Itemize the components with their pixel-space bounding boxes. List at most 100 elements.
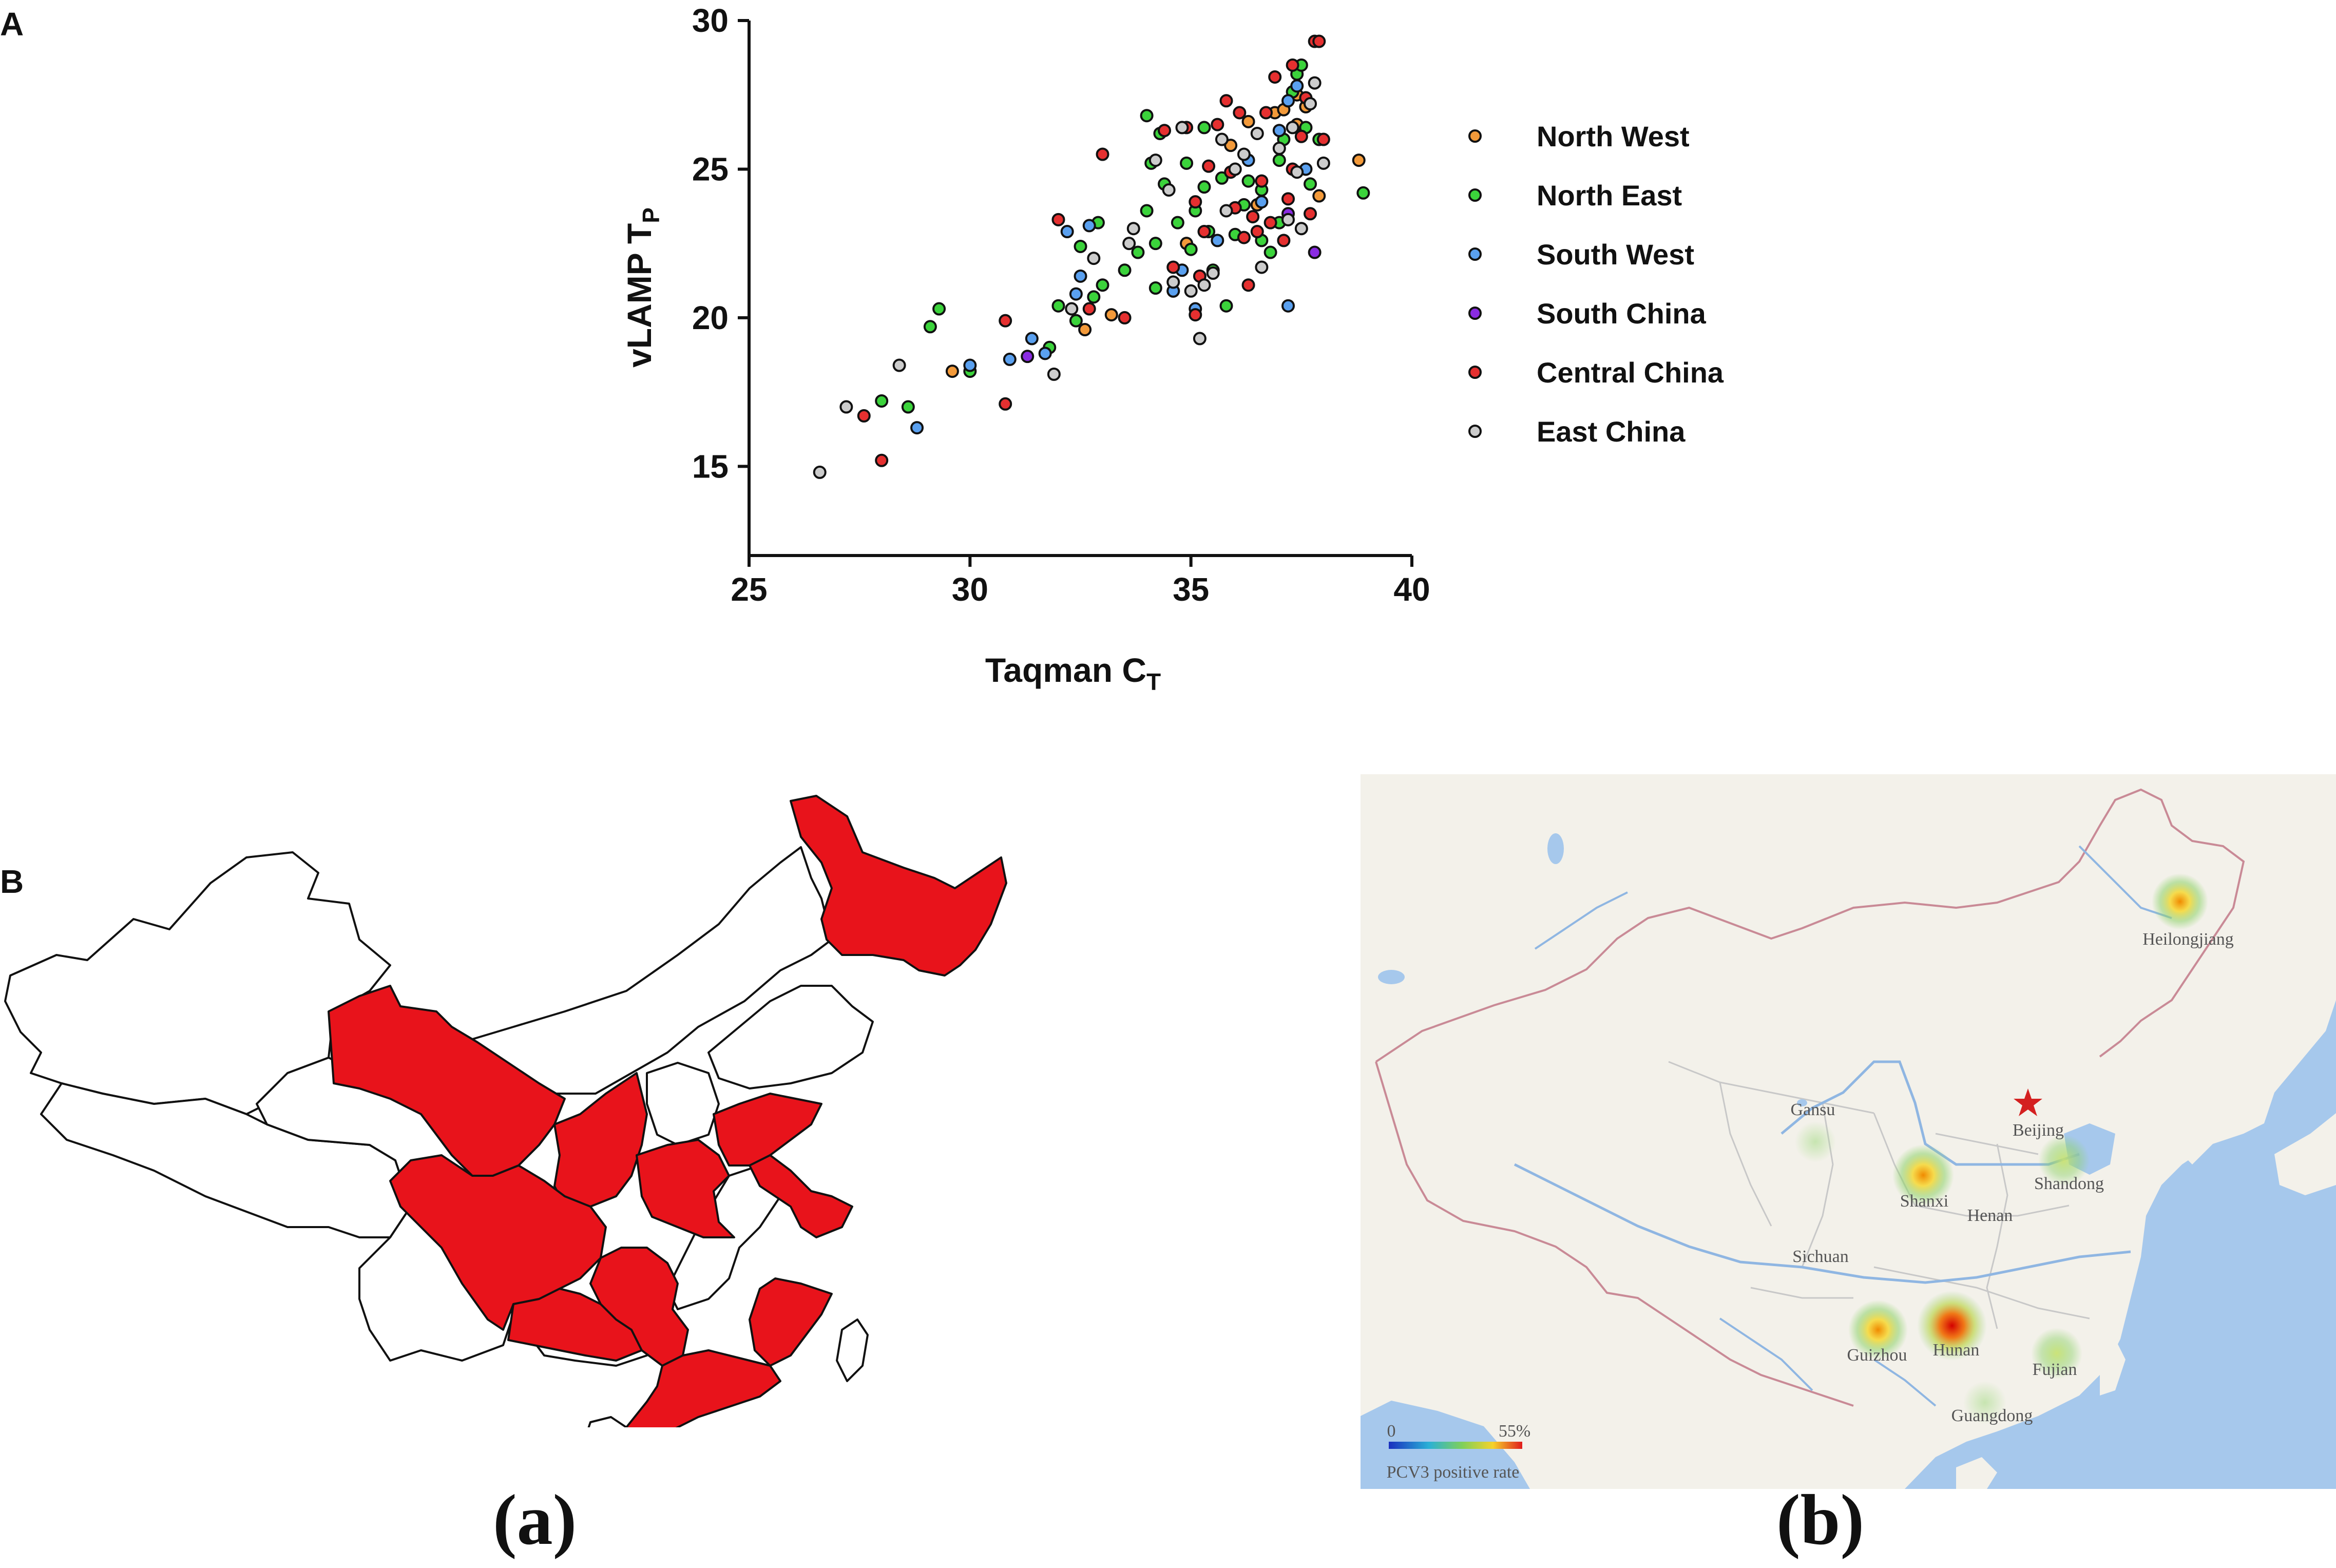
y-tick-label: 25 <box>692 150 729 187</box>
hainan-coast <box>1956 1457 1997 1489</box>
point-south-west <box>910 421 924 435</box>
region-jiangsu <box>749 1154 853 1238</box>
plot-area <box>813 34 1370 479</box>
point-south-west <box>1060 225 1074 239</box>
point-east-china <box>892 358 906 372</box>
river-south <box>1719 1317 1937 1407</box>
x-tick-label: 35 <box>1173 571 1209 608</box>
point-central-china <box>1312 34 1326 48</box>
point-central-china <box>1202 159 1216 173</box>
map-a: HeilongjiangGansuShanxiHenanShandongJian… <box>4 795 1007 1427</box>
legend-marker-south-china <box>1468 307 1482 320</box>
panel-b-letter: B <box>0 863 24 900</box>
hotspot-guizhou <box>1848 1300 1908 1360</box>
point-north-east <box>1096 278 1109 292</box>
point-north-west <box>1312 189 1326 203</box>
point-east-china <box>1087 252 1101 265</box>
heat-legend: 0 55% PCV3 positive rate <box>1387 1422 1531 1482</box>
region-outline-hebei <box>646 1062 720 1146</box>
point-north-east <box>1241 174 1255 188</box>
point-north-east <box>1272 154 1286 167</box>
point-east-china <box>1065 302 1079 316</box>
point-east-china <box>1215 132 1229 146</box>
point-south-west <box>1290 79 1304 93</box>
point-east-china <box>1206 266 1220 280</box>
x-tick-label: 30 <box>952 571 988 608</box>
region-heilongjiang <box>790 795 1007 977</box>
point-central-china <box>1316 132 1330 146</box>
point-east-china <box>1255 260 1269 274</box>
x-tick-label: 25 <box>731 571 767 608</box>
point-central-china <box>1241 278 1255 292</box>
point-central-china <box>1281 192 1295 206</box>
lake <box>1547 833 1564 864</box>
caption-b: (b) <box>1776 1480 1865 1560</box>
legend-marker-north-west <box>1468 129 1482 143</box>
point-north-east <box>1148 281 1162 295</box>
map-b-label-fujian: Fujian <box>2033 1360 2077 1379</box>
hotspot-fujian <box>2031 1328 2082 1379</box>
legend-marker-east-china <box>1468 425 1482 438</box>
point-east-china <box>813 465 827 479</box>
point-east-china <box>1197 278 1211 292</box>
point-south-west <box>1025 332 1039 346</box>
point-east-china <box>839 400 853 414</box>
hotspot-heilongjiang <box>2152 873 2208 930</box>
region-fujian <box>749 1277 833 1367</box>
point-central-china <box>1219 94 1233 108</box>
point-south-west <box>1255 195 1269 209</box>
hotspot-guangdong <box>1963 1381 2006 1424</box>
point-north-east <box>1219 299 1233 313</box>
point-central-china <box>1237 231 1251 244</box>
point-east-china <box>1122 237 1136 251</box>
point-north-east <box>923 320 937 334</box>
point-central-china <box>1233 106 1247 120</box>
region-henan <box>636 1139 735 1238</box>
point-central-china <box>999 397 1012 411</box>
region-sichuan <box>389 1154 607 1331</box>
point-east-china <box>1272 141 1286 155</box>
map-b: Heilongjiang Gansu Beijing Shandong Shanxi He… <box>1361 774 2336 1489</box>
point-central-china <box>1096 147 1109 161</box>
point-north-east <box>1051 299 1065 313</box>
legend-marker-south-west <box>1468 247 1482 261</box>
point-north-west <box>1104 308 1118 322</box>
y-tick-label: 30 <box>692 2 729 39</box>
point-north-west <box>1224 139 1238 152</box>
point-central-china <box>1118 311 1132 324</box>
point-south-west <box>1038 347 1052 360</box>
point-central-china <box>1250 225 1264 239</box>
point-central-china <box>1211 118 1224 131</box>
point-south-west <box>1069 287 1083 301</box>
region-guangdong <box>625 1349 781 1427</box>
point-north-west <box>945 365 959 378</box>
map-b-label-guangdong: Guangdong <box>1951 1406 2033 1425</box>
point-north-east <box>1171 216 1184 230</box>
point-east-china <box>1294 222 1308 236</box>
korea-coast <box>2161 1051 2233 1164</box>
point-central-china <box>1197 225 1211 239</box>
point-central-china <box>1263 216 1277 230</box>
point-north-west <box>1241 114 1255 128</box>
y-tick-label: 15 <box>692 448 729 485</box>
region-gansu <box>328 985 566 1177</box>
map-b-label-guizhou: Guizhou <box>1847 1346 1907 1365</box>
point-central-china <box>1246 210 1260 224</box>
map-b-label-shanxi: Shanxi <box>1900 1192 1948 1211</box>
point-south-west <box>1281 299 1295 313</box>
scatter-chart: 25 30 35 40 15 20 25 30 Taqman CT vLAMP TP Nort… <box>620 2 1724 695</box>
point-east-china <box>1308 76 1322 90</box>
point-north-east <box>932 302 946 316</box>
point-north-east <box>1197 121 1211 135</box>
point-central-china <box>1294 129 1308 143</box>
point-south-west <box>1281 94 1295 108</box>
hotspot-gansu <box>1795 1121 1836 1162</box>
hotspot-hunan <box>1917 1291 1987 1361</box>
point-central-china <box>1158 124 1172 138</box>
point-south-west <box>1074 269 1087 283</box>
point-south-west <box>1003 352 1017 366</box>
panel-a-letter: A <box>0 6 24 43</box>
point-central-china <box>1189 195 1202 209</box>
legend-label-east-china: East China <box>1537 415 1686 448</box>
point-north-east <box>1263 245 1277 259</box>
